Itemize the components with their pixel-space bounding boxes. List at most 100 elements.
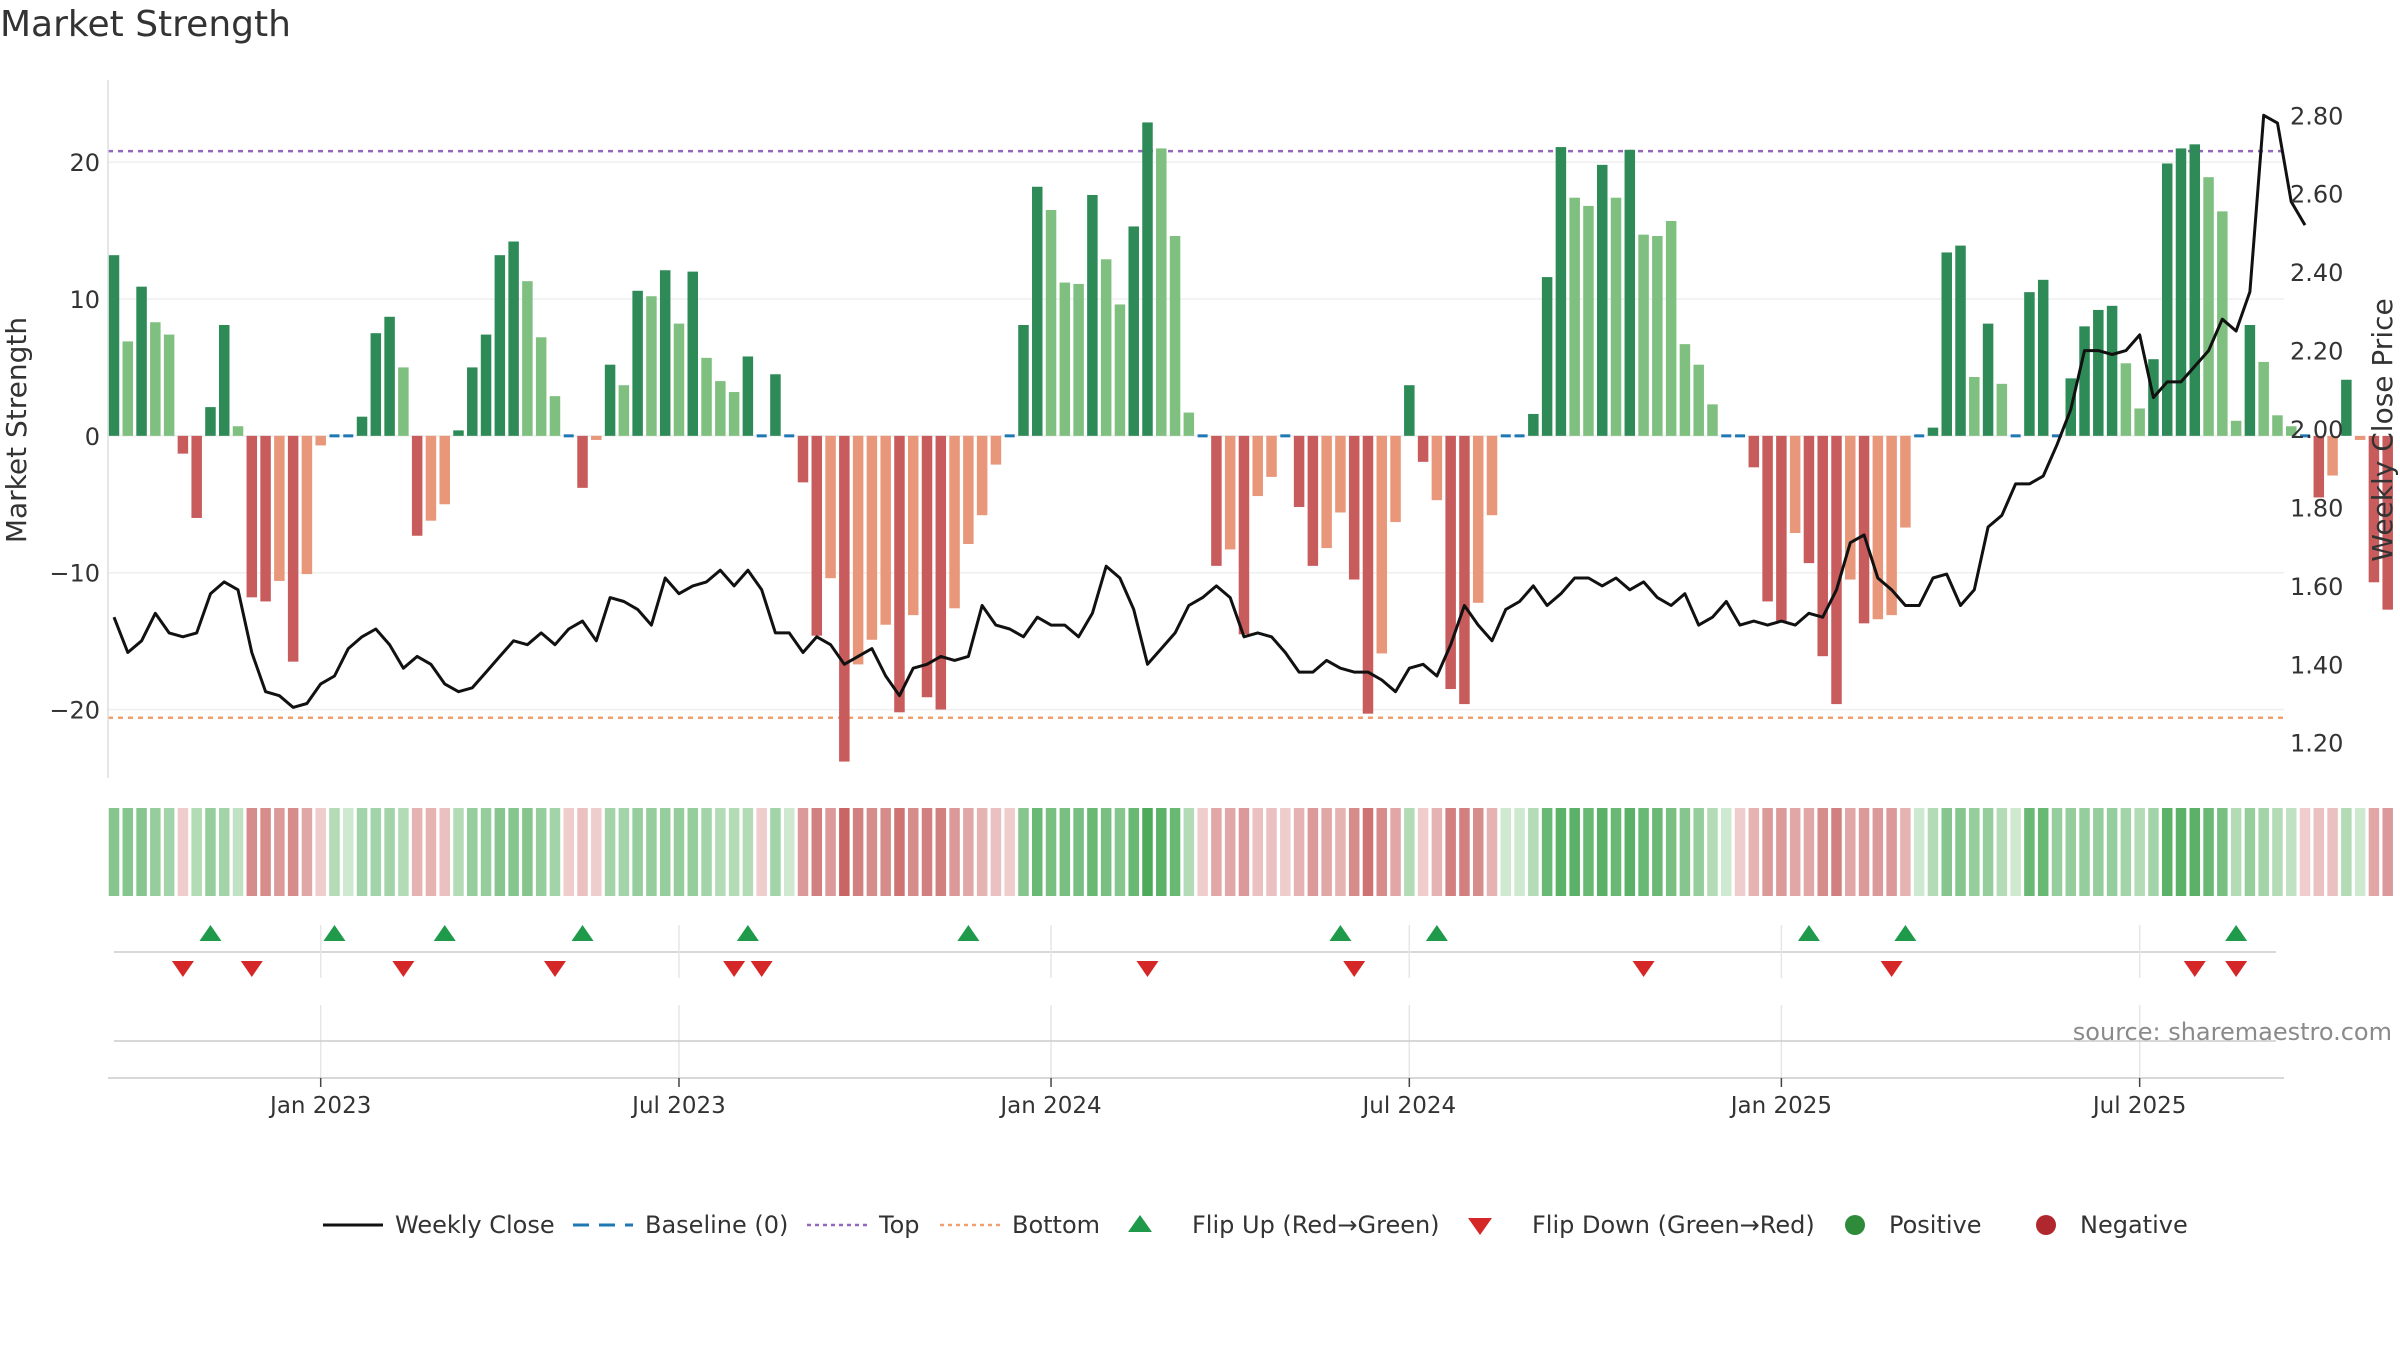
strength-bar-positive [1707,404,1718,436]
legend-label-weekly-close: Weekly Close [395,1211,555,1239]
heat-cell [1845,808,1856,896]
y-tick-label-right: 2.40 [2290,259,2343,287]
strength-bar-negative [1845,435,1856,580]
strength-bar-negative [935,435,947,710]
strength-bar-negative [1858,435,1870,624]
heat-cell [1183,808,1195,896]
heat-cell [976,808,988,896]
strength-bar-positive [2134,408,2145,436]
strength-bar-negative [1872,435,1884,620]
flip-down-marker [2225,961,2248,977]
heat-cell [797,808,809,896]
heat-cell [1018,808,1029,896]
flip-up-marker [433,925,456,941]
heat-cell [1569,808,1580,896]
heat-cell [783,808,795,896]
strength-bar-positive [1610,197,1622,436]
strength-bar-positive [2120,363,2132,436]
strength-bar-positive [150,322,161,436]
heat-cell [2244,808,2256,896]
flip-up-marker [571,925,594,941]
heat-strip [108,808,2393,896]
strength-bar-negative [1321,435,1332,549]
flip-down-marker [543,961,566,977]
heat-cell [2024,808,2035,896]
x-axis: Jan 2023 Jul 2023 Jan 2024 Jul 2024 Jan 2025… [108,1077,2284,1119]
heat-cell [742,808,754,896]
strength-bar-negative [1417,435,1429,462]
heat-cell [1831,808,1842,896]
flip-down-marker [750,961,773,977]
heat-cell [1059,808,1071,896]
flip-up-marker [323,925,346,941]
strength-bar-negative [1376,435,1388,654]
heat-cell [2382,808,2393,896]
strength-bar-positive [1693,364,1704,436]
x-tick-label: Jul 2025 [2091,1093,2187,1119]
heat-cell [494,808,506,896]
strength-bar-positive [1927,427,1939,436]
strength-bar-positive [1596,164,1608,436]
heat-cell [439,808,450,896]
heat-cell [1156,808,1167,896]
heat-cell [921,808,933,896]
y-tick-label-left: 20 [69,149,100,177]
heat-cell [1114,808,1126,896]
strength-bar-positive [715,381,726,436]
heat-cell [1858,808,1870,896]
chart-title: Market Strength [0,4,291,45]
flip-up-marker [957,925,980,941]
strength-bar-negative [1307,435,1319,566]
heat-cell [1721,808,1732,896]
heat-cell [1197,808,1208,896]
heat-cell [343,808,354,896]
strength-bar-positive [2106,305,2118,436]
strength-bar-positive [2093,309,2104,436]
strength-bar-positive [453,430,464,436]
heat-cell [356,808,368,896]
heat-cell [1541,808,1553,896]
heat-cell [2272,808,2283,896]
y-axis-label-right: Weekly Close Price [2366,298,2399,561]
heat-cell [563,808,574,896]
heat-cell [122,808,134,896]
strength-bar-positive [2189,144,2201,436]
heat-cell [453,808,464,896]
heat-cell [907,808,919,896]
strength-bar-negative [1776,435,1787,622]
heat-cell [1045,808,1057,896]
heat-cell [1996,808,2008,896]
heat-cell [1624,808,1636,896]
heat-cell [1776,808,1787,896]
strength-bar-negative [411,435,423,536]
heat-cell [315,808,326,896]
flip-signal-panel [114,925,2276,978]
heat-cell [2161,808,2173,896]
heat-cell [1431,808,1443,896]
heat-cell [756,808,767,896]
strength-bar-negative [1362,435,1374,714]
heat-cell [1596,808,1608,896]
y-tick-label-right: 2.60 [2290,181,2343,209]
heat-cell [728,808,740,896]
heat-cell [1665,808,1677,896]
strength-bars [108,122,2393,762]
flip-down-marker [1343,961,1366,977]
strength-bar-positive [2258,361,2269,436]
strength-bar-negative [839,435,850,762]
flip-down-marker [723,961,746,977]
strength-bar-positive [2024,292,2035,436]
heat-cell [1335,808,1346,896]
strength-bar-positive [1156,148,1167,436]
heat-cell [2258,808,2269,896]
strength-bar-negative [1900,435,1911,528]
heat-cell [1390,808,1401,896]
strength-bar-negative [1486,435,1498,516]
flip-down-marker [1632,961,1655,977]
heat-cell [715,808,726,896]
flip-up-marker [2225,925,2248,941]
heat-cell [1472,808,1484,896]
strength-bar-negative [191,435,202,518]
strength-bar-negative [1211,435,1222,566]
